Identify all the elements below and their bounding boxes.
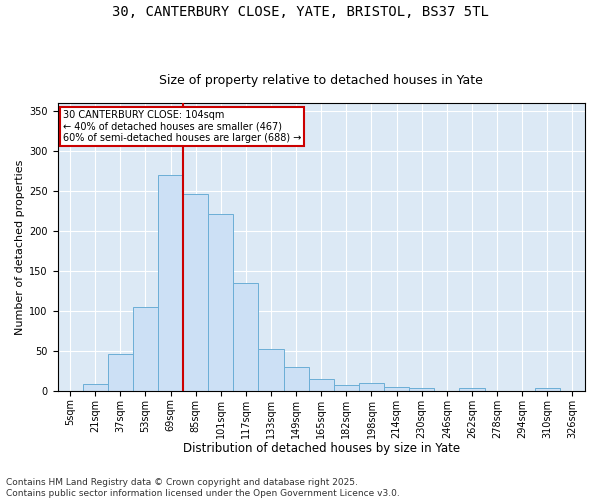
Bar	[83, 384, 108, 391]
Bar	[158, 176, 183, 391]
Bar	[108, 354, 133, 391]
Title: Size of property relative to detached houses in Yate: Size of property relative to detached ho…	[160, 74, 483, 87]
Bar	[133, 307, 158, 391]
Y-axis label: Number of detached properties: Number of detached properties	[15, 160, 25, 335]
Bar	[535, 388, 560, 391]
Bar	[384, 387, 409, 391]
Bar	[183, 194, 208, 391]
Bar	[208, 214, 233, 391]
Bar	[334, 385, 359, 391]
Text: 30 CANTERBURY CLOSE: 104sqm
← 40% of detached houses are smaller (467)
60% of se: 30 CANTERBURY CLOSE: 104sqm ← 40% of det…	[62, 110, 301, 143]
Text: 30, CANTERBURY CLOSE, YATE, BRISTOL, BS37 5TL: 30, CANTERBURY CLOSE, YATE, BRISTOL, BS3…	[112, 5, 488, 19]
Text: Contains HM Land Registry data © Crown copyright and database right 2025.
Contai: Contains HM Land Registry data © Crown c…	[6, 478, 400, 498]
Bar	[460, 388, 485, 391]
Bar	[233, 283, 259, 391]
Bar	[359, 383, 384, 391]
Bar	[409, 388, 434, 391]
Bar	[259, 350, 284, 391]
X-axis label: Distribution of detached houses by size in Yate: Distribution of detached houses by size …	[182, 442, 460, 455]
Bar	[308, 379, 334, 391]
Bar	[284, 367, 308, 391]
